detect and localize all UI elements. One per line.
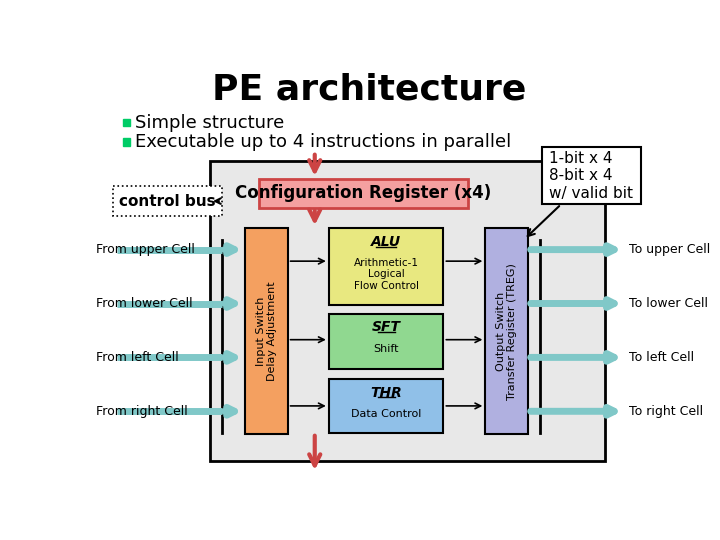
Text: SFT: SFT (372, 320, 400, 334)
Bar (122, 138, 130, 146)
Text: control bus: control bus (120, 194, 216, 208)
Text: To left Cell: To left Cell (629, 351, 694, 364)
Text: Shift: Shift (373, 344, 399, 354)
Text: From left Cell: From left Cell (96, 351, 179, 364)
Text: ALU: ALU (371, 235, 401, 249)
Text: To upper Cell: To upper Cell (629, 243, 710, 256)
Text: Output Switch
Transfer Register (TREG): Output Switch Transfer Register (TREG) (496, 263, 518, 400)
Text: Configuration Register (x4): Configuration Register (x4) (235, 184, 492, 202)
Text: From upper Cell: From upper Cell (96, 243, 195, 256)
FancyBboxPatch shape (542, 147, 641, 204)
Text: To right Cell: To right Cell (629, 405, 703, 418)
Bar (122, 119, 130, 126)
Text: THR: THR (370, 386, 402, 400)
FancyBboxPatch shape (245, 228, 287, 434)
Text: 1-bit x 4
8-bit x 4
w/ valid bit: 1-bit x 4 8-bit x 4 w/ valid bit (549, 151, 634, 200)
FancyBboxPatch shape (485, 228, 528, 434)
Text: PE architecture: PE architecture (212, 72, 526, 106)
Text: Executable up to 4 instructions in parallel: Executable up to 4 instructions in paral… (135, 133, 511, 151)
FancyBboxPatch shape (210, 161, 606, 461)
FancyBboxPatch shape (113, 186, 222, 215)
FancyBboxPatch shape (329, 228, 444, 305)
Text: Input Switch
Delay Adjustment: Input Switch Delay Adjustment (256, 281, 277, 381)
FancyBboxPatch shape (329, 314, 444, 369)
Text: Data Control: Data Control (351, 409, 421, 420)
Text: To lower Cell: To lower Cell (629, 297, 708, 310)
Text: Arithmetic-1
Logical
Flow Control: Arithmetic-1 Logical Flow Control (354, 258, 418, 291)
FancyBboxPatch shape (329, 379, 444, 433)
FancyBboxPatch shape (259, 179, 468, 208)
Text: Simple structure: Simple structure (135, 113, 284, 132)
Text: From right Cell: From right Cell (96, 405, 188, 418)
Text: From lower Cell: From lower Cell (96, 297, 193, 310)
